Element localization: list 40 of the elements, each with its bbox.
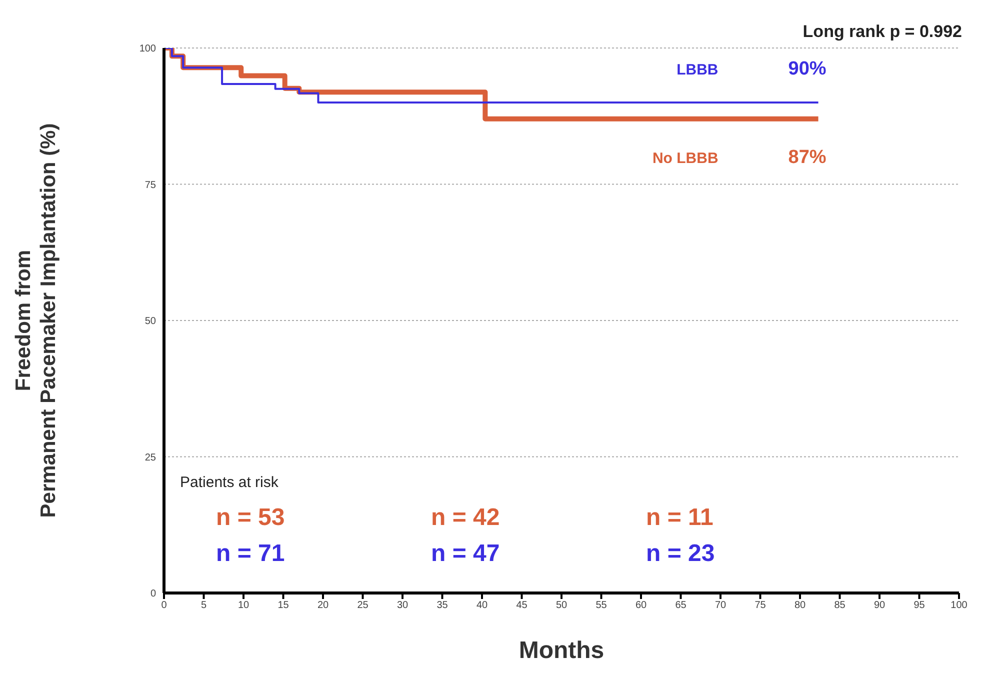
x-tick-label: 15 [278, 600, 290, 612]
y-tick-label: 25 [144, 452, 156, 464]
annotation: n = 47 [431, 540, 500, 568]
y-tick-label: 0 [150, 588, 156, 600]
y-axis-title: Freedom from Permanent Pacemaker Implantation (%) [12, 123, 60, 518]
x-tick-label: 60 [635, 600, 647, 612]
data-label: 90% [788, 58, 826, 80]
x-tick-label: 50 [556, 600, 568, 612]
x-axis-title: Months [518, 637, 604, 664]
series-label: LBBB [676, 62, 718, 78]
x-tick-label: 25 [357, 600, 369, 612]
annotation: n = 23 [646, 540, 715, 568]
x-tick-label: 35 [436, 600, 448, 612]
text: Long rank p = 0.992 [802, 22, 962, 42]
x-tick-label: 65 [675, 600, 687, 612]
annotation: Patients at risk [180, 474, 278, 491]
y-tick-label: 50 [144, 316, 156, 328]
x-tick-label: 85 [834, 600, 846, 612]
x-tick-label: 20 [317, 600, 329, 612]
x-tick-label: 30 [396, 600, 408, 612]
x-tick-label: 70 [714, 600, 726, 612]
x-tick-label: 75 [754, 600, 766, 612]
x-tick-label: 55 [596, 600, 608, 612]
y-tick-label: 100 [139, 44, 156, 55]
annotation: n = 42 [431, 504, 500, 532]
x-tick-label: 5 [200, 600, 207, 612]
annotation: n = 71 [216, 540, 285, 568]
text: No LBBB [652, 150, 718, 167]
x-tick-label: 90 [874, 600, 886, 612]
x-tick-label: 100 [950, 600, 968, 612]
x-tick-label: 45 [516, 600, 528, 612]
annotation: n = 53 [216, 504, 285, 532]
x-tick-label: 40 [476, 600, 488, 612]
annotation: n = 11 [646, 504, 714, 532]
x-tick-label: 10 [238, 600, 250, 612]
x-tick-label: 80 [794, 600, 806, 612]
y-tick-label: 75 [144, 180, 156, 191]
x-tick-label: 95 [914, 600, 926, 612]
data-label: 87% [788, 146, 826, 168]
x-tick-label: 0 [161, 600, 168, 612]
